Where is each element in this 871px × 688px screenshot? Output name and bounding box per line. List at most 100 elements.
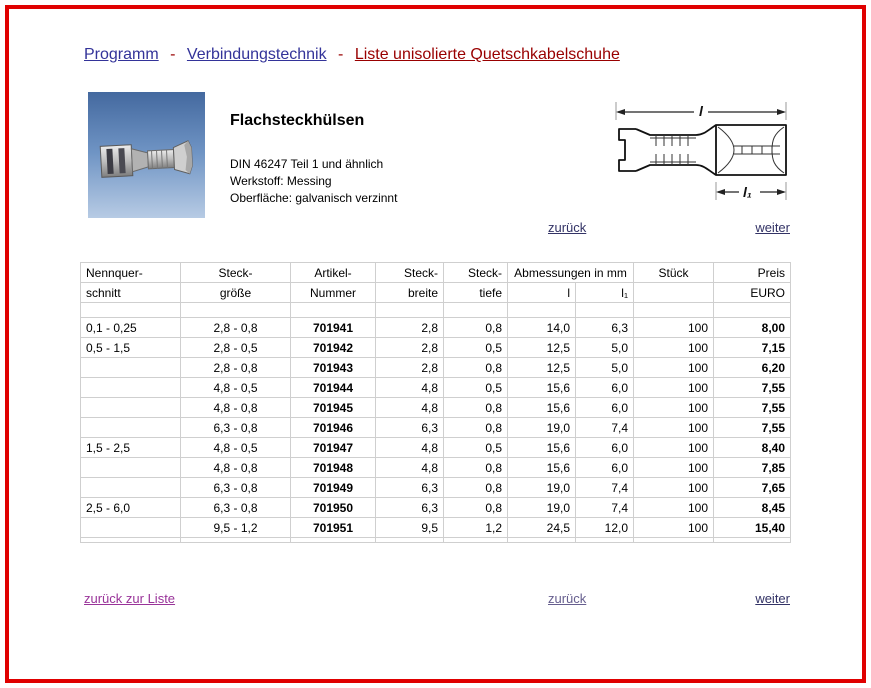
table-row-cell: 0,1 - 0,25 [80, 317, 181, 338]
table-row-cell: 100 [633, 317, 714, 338]
back-to-list-link[interactable]: zurück zur Liste [84, 591, 176, 606]
table-row-cell: 2,8 [375, 357, 444, 378]
table-row-cell: 15,6 [507, 437, 576, 458]
breadcrumb-link-programm[interactable]: Programm [84, 46, 159, 63]
table-row-cell: 0,8 [443, 417, 508, 438]
table-row: 6,3 - 0,8 701946 6,3 0,8 19,0 7,4 100 7,55 [80, 417, 791, 438]
table-row: 9,5 - 1,2 701951 9,5 1,2 24,5 12,0 100 15,40 [80, 517, 791, 538]
table-row-cell [80, 377, 181, 398]
table-row-cell: 6,3 - 0,8 [180, 417, 291, 438]
table-row: 4,8 - 0,8 701945 4,8 0,8 15,6 6,0 100 7,55 [80, 397, 791, 418]
table-row-cell: 100 [633, 357, 714, 378]
table-row-cell: 7,4 [575, 477, 634, 498]
table-row-cell [80, 477, 181, 498]
table-row-cell: 24,5 [507, 517, 576, 538]
table-spacer-row-cell [375, 537, 444, 543]
table-header-row-cell: Stück [633, 262, 714, 283]
table-subheader-row-cell: l [507, 282, 576, 303]
table-row-cell: 19,0 [507, 477, 576, 498]
table-row-cell: 12,5 [507, 337, 576, 358]
table-spacer-row-cell [180, 537, 291, 543]
table-row-cell: 0,8 [443, 477, 508, 498]
table-subheader-row-cell: EURO [713, 282, 791, 303]
breadcrumb-separator: - [338, 46, 344, 63]
table-row-cell: 701942 [290, 337, 376, 358]
back-link-top[interactable]: zurück [548, 220, 587, 235]
table-row-cell: 7,4 [575, 417, 634, 438]
breadcrumb-link-verbindungstechnik[interactable]: Verbindungstechnik [186, 46, 327, 63]
table-row-cell: 15,6 [507, 377, 576, 398]
product-detail-oberflaeche: Oberfläche: galvanisch verzinnt [230, 191, 398, 205]
table-spacer-row-cell [443, 537, 508, 543]
table-row-cell: 4,8 [375, 397, 444, 418]
breadcrumb-separator: - [170, 46, 176, 63]
table-row-cell: 14,0 [507, 317, 576, 338]
table-row-cell: 6,3 [375, 477, 444, 498]
breadcrumb-link-liste[interactable]: Liste unisolierte Quetschkabelschuhe [354, 46, 620, 63]
table-row-cell: 2,8 - 0,8 [180, 357, 291, 378]
breadcrumb: Programm - Verbindungstechnik - Liste un… [84, 46, 620, 64]
table-row-cell: 701947 [290, 437, 376, 458]
table-header-row: Nennquer- Steck- Artikel- Steck- Steck- Abmes… [80, 262, 791, 283]
table-row-cell: 12,5 [507, 357, 576, 378]
table-spacer-row-cell [633, 302, 714, 318]
table-spacer-row-cell [575, 302, 634, 318]
table-spacer-row-cell [575, 537, 634, 543]
table-subheader-row-cell: breite [375, 282, 444, 303]
table-subheader-row-cell: größe [180, 282, 291, 303]
table-row-cell: 100 [633, 397, 714, 418]
table-row-cell: 7,15 [713, 337, 791, 358]
table-subheader-row-cell: Nummer [290, 282, 376, 303]
table-row-cell: 100 [633, 497, 714, 518]
table-row-cell: 0,8 [443, 497, 508, 518]
table-row-cell: 100 [633, 437, 714, 458]
table-row-cell: 8,45 [713, 497, 791, 518]
table-row-cell: 5,0 [575, 337, 634, 358]
table-row-cell [80, 517, 181, 538]
next-link-top[interactable]: weiter [755, 220, 790, 235]
table-subheader-row-cell: l₁ [575, 282, 634, 303]
table-row-cell: 8,00 [713, 317, 791, 338]
table-row-cell: 15,40 [713, 517, 791, 538]
table-row-cell: 9,5 [375, 517, 444, 538]
next-link-bottom[interactable]: weiter [755, 591, 790, 606]
table-row-cell: 701946 [290, 417, 376, 438]
back-link-bottom[interactable]: zurück [548, 591, 587, 606]
table-row-cell: 0,8 [443, 397, 508, 418]
product-detail-din: DIN 46247 Teil 1 und ähnlich [230, 157, 384, 171]
table-spacer-row-cell [507, 302, 576, 318]
table-row-cell: 6,3 [375, 497, 444, 518]
table-row-cell: 2,8 [375, 317, 444, 338]
product-table: Nennquer- Steck- Artikel- Steck- Steck- Abmes… [80, 262, 791, 543]
table-row-cell [80, 357, 181, 378]
table-row-cell: 701944 [290, 377, 376, 398]
table-row-cell: 0,5 [443, 377, 508, 398]
technical-drawing: l [608, 98, 794, 209]
table-row-cell: 19,0 [507, 417, 576, 438]
table-row-cell: 100 [633, 517, 714, 538]
table-row-cell: 12,0 [575, 517, 634, 538]
table-row-cell: 701948 [290, 457, 376, 478]
table-row-cell: 8,40 [713, 437, 791, 458]
table-spacer-row-cell [290, 302, 376, 318]
table-row-cell: 4,8 [375, 377, 444, 398]
table-spacer-row-cell [290, 537, 376, 543]
table-row-cell: 9,5 - 1,2 [180, 517, 291, 538]
table-row-cell: 7,4 [575, 497, 634, 518]
table-header-row-cell: Steck- [375, 262, 444, 283]
table-spacer-row-cell [713, 537, 791, 543]
table-header-row-cell: Abmessungen in mm [507, 262, 634, 283]
table-row-cell: 100 [633, 377, 714, 398]
table-row-cell: 701949 [290, 477, 376, 498]
table-subheader-row-cell: schnitt [80, 282, 181, 303]
table-row-cell: 701945 [290, 397, 376, 418]
table-header-row-cell: Artikel- [290, 262, 376, 283]
table-row-cell: 19,0 [507, 497, 576, 518]
table-row-cell: 7,55 [713, 397, 791, 418]
table-row-cell: 7,55 [713, 417, 791, 438]
table-row-cell: 15,6 [507, 397, 576, 418]
table-row: 0,1 - 0,25 2,8 - 0,8 701941 2,8 0,8 14,0 6,3 10… [80, 317, 791, 338]
table-row: 1,5 - 2,5 4,8 - 0,5 701947 4,8 0,5 15,6 6,0 100… [80, 437, 791, 458]
table-row-cell: 6,3 [575, 317, 634, 338]
table-spacer-row-cell [507, 537, 576, 543]
